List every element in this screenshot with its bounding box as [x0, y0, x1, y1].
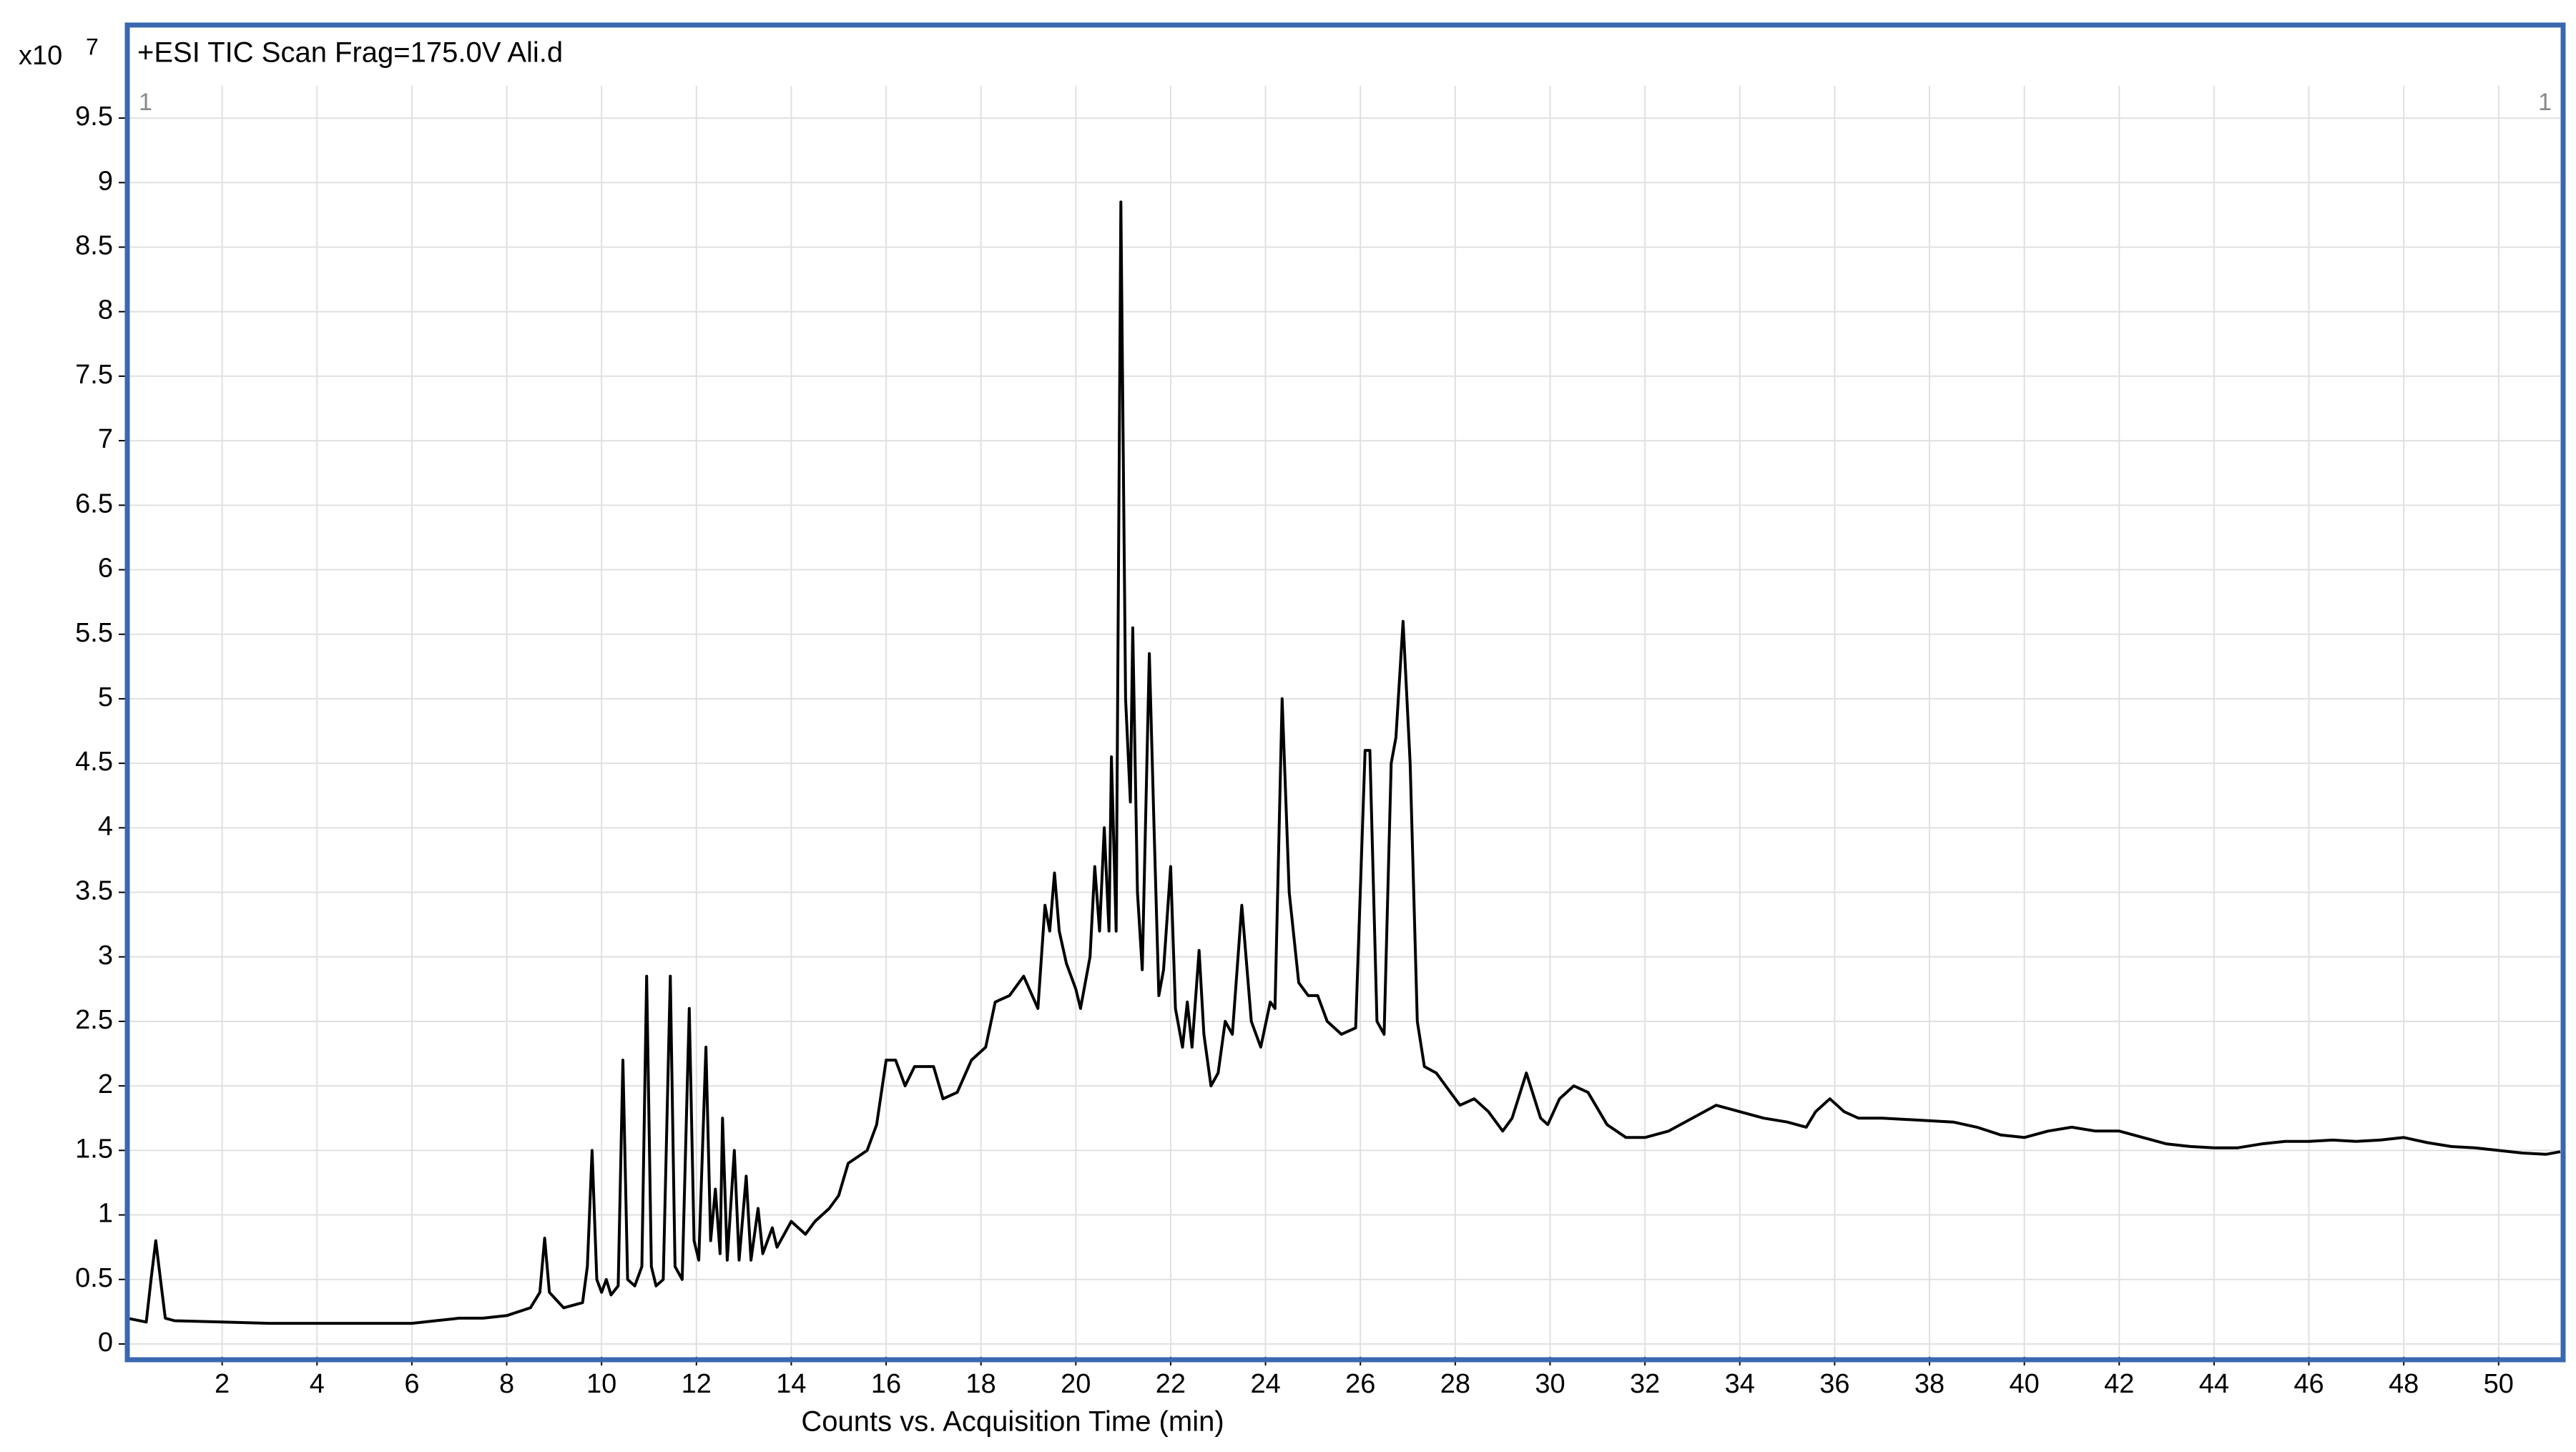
- y-tick-label: 1.5: [75, 1134, 113, 1164]
- x-tick-label: 50: [2484, 1369, 2514, 1399]
- y-tick-label: 8.5: [75, 231, 113, 261]
- x-tick-label: 42: [2104, 1369, 2134, 1399]
- x-tick-label: 40: [2009, 1369, 2039, 1399]
- x-tick-label: 36: [1819, 1369, 1849, 1399]
- x-tick-label: 26: [1345, 1369, 1375, 1399]
- y-tick-label: 6: [98, 554, 113, 584]
- x-tick-label: 24: [1250, 1369, 1280, 1399]
- y-scale-exponent: 7: [86, 34, 99, 59]
- y-tick-label: 4.5: [75, 747, 113, 777]
- corner-label: 1: [2538, 89, 2552, 116]
- chart-title: +ESI TIC Scan Frag=175.0V Ali.d: [137, 37, 563, 69]
- chromatogram-line: [127, 200, 2561, 1325]
- y-tick-label: 7.5: [75, 360, 113, 390]
- plot-frame: [124, 22, 2566, 1363]
- x-tick-label: 4: [310, 1369, 325, 1399]
- x-tick-label: 48: [2389, 1369, 2419, 1399]
- y-tick-label: 1: [98, 1199, 113, 1229]
- y-tick-label: 2.5: [75, 1005, 113, 1035]
- y-scale-base: x10: [19, 41, 62, 71]
- corner-label: 1: [139, 89, 152, 116]
- x-tick-label: 10: [586, 1369, 616, 1399]
- y-tick-label: 0: [98, 1328, 113, 1358]
- x-tick-label: 32: [1630, 1369, 1660, 1399]
- x-axis-label: Counts vs. Acquisition Time (min): [801, 1406, 1224, 1438]
- x-tick-label: 18: [966, 1369, 996, 1399]
- y-tick-label: 4: [98, 811, 113, 841]
- x-tick-label: 14: [776, 1369, 806, 1399]
- y-tick-label: 3: [98, 941, 113, 971]
- y-tick-label: 0.5: [75, 1263, 113, 1293]
- x-tick-label: 2: [215, 1369, 230, 1399]
- x-tick-label: 8: [499, 1369, 514, 1399]
- x-tick-label: 12: [682, 1369, 712, 1399]
- y-tick-label: 5.5: [75, 618, 113, 648]
- x-tick-label: 6: [404, 1369, 419, 1399]
- y-tick-label: 2: [98, 1069, 113, 1099]
- y-tick-label: 5: [98, 682, 113, 712]
- y-tick-label: 3.5: [75, 876, 113, 906]
- x-tick-label: 16: [871, 1369, 901, 1399]
- x-tick-label: 38: [1914, 1369, 1945, 1399]
- x-tick-label: 44: [2199, 1369, 2229, 1399]
- y-tick-label: 6.5: [75, 489, 113, 519]
- x-tick-label: 28: [1440, 1369, 1470, 1399]
- y-tick-label: 8: [98, 295, 113, 325]
- x-tick-label: 20: [1061, 1369, 1091, 1399]
- x-tick-label: 46: [2294, 1369, 2324, 1399]
- y-tick-label: 9.5: [75, 102, 113, 132]
- x-tick-label: 22: [1156, 1369, 1186, 1399]
- x-tick-label: 30: [1535, 1369, 1565, 1399]
- y-tick-label: 7: [98, 424, 113, 454]
- y-tick-label: 9: [98, 166, 113, 196]
- x-tick-label: 34: [1725, 1369, 1755, 1399]
